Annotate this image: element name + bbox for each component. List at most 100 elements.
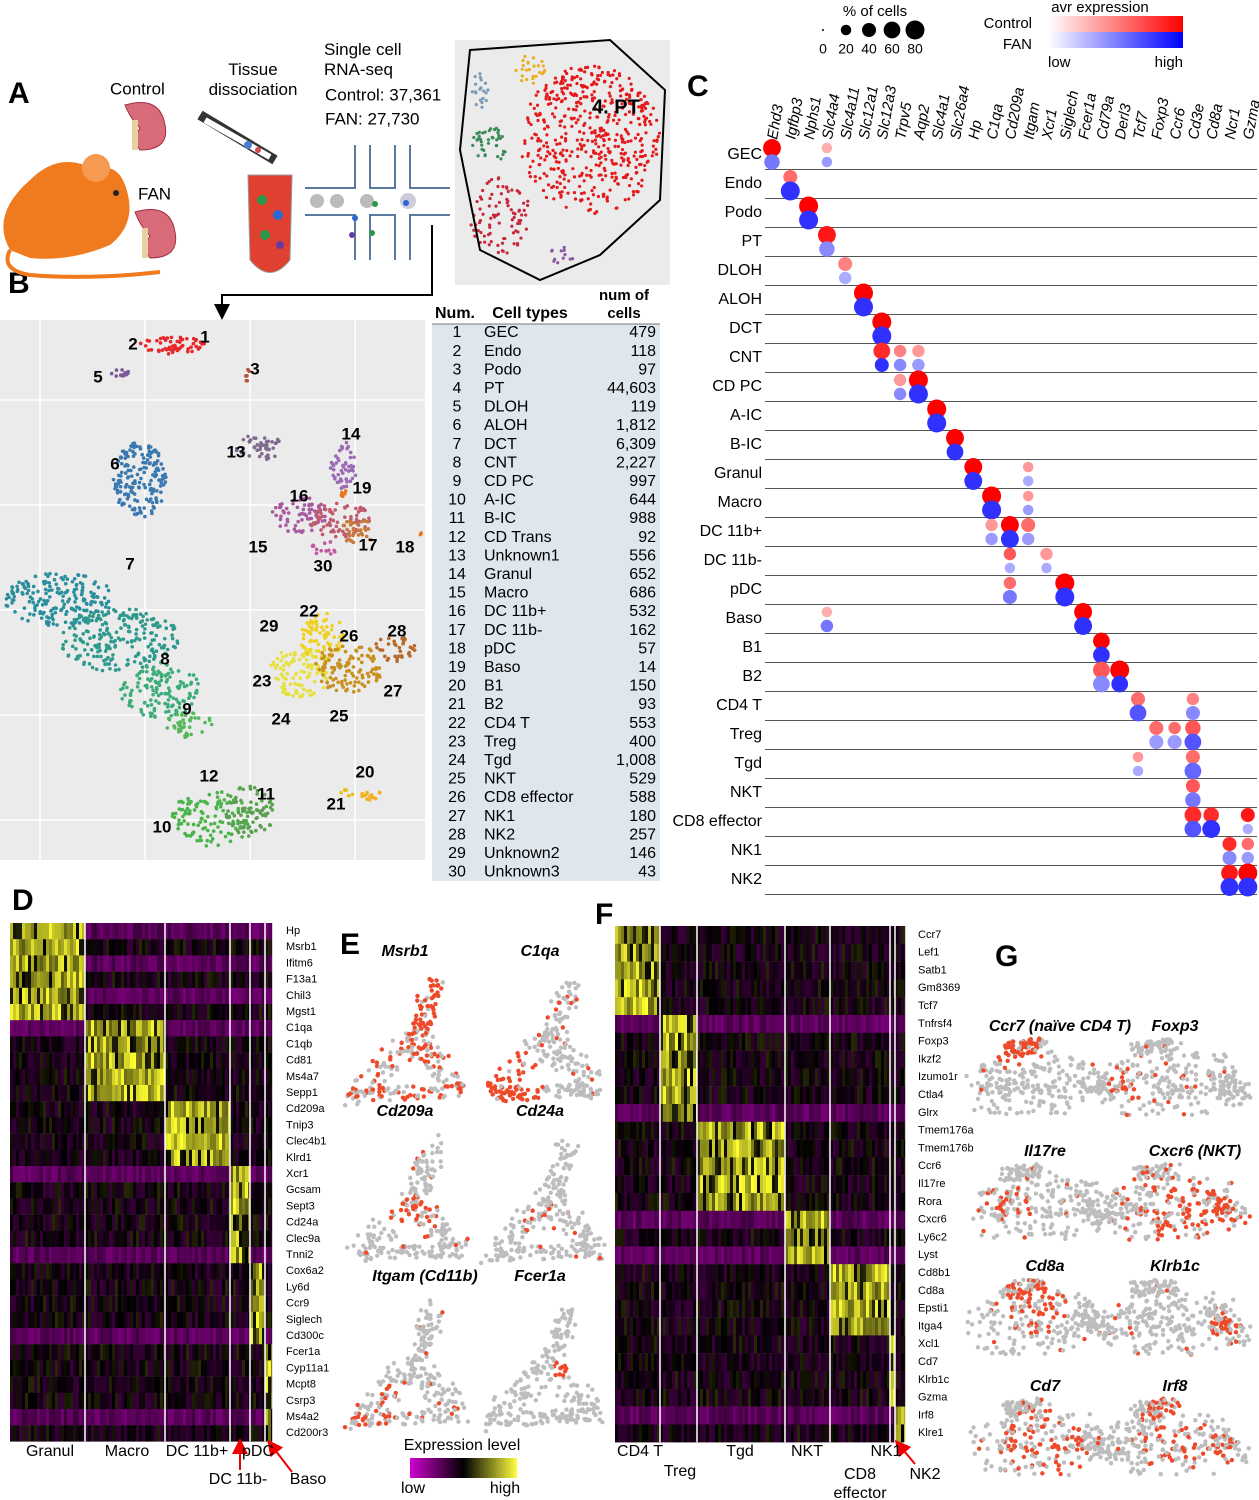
cell-point (74, 647, 78, 651)
cell-point (501, 153, 504, 156)
cell-point (551, 149, 554, 152)
cell-point (322, 656, 326, 660)
table-cell: 21 (448, 696, 466, 713)
heatmap-cell (46, 955, 49, 971)
heatmap-cell (127, 939, 130, 955)
cell-point (345, 539, 349, 543)
cell-point (285, 672, 289, 676)
cell-point (499, 157, 502, 160)
table-cell: DC 11b+ (484, 603, 546, 620)
cell-point (151, 473, 155, 477)
cell-point (119, 490, 123, 494)
cell-point (279, 659, 283, 663)
cell-point (104, 658, 108, 662)
cell-point (81, 588, 85, 592)
cell-point (543, 127, 546, 130)
cell-point (44, 592, 48, 596)
cell-point (27, 585, 31, 589)
cell-point (599, 173, 602, 176)
cell-point (64, 582, 68, 586)
cell-point (233, 814, 237, 818)
table-cell: 19 (448, 659, 466, 676)
cell-point (478, 135, 481, 138)
heatmap-cell (61, 955, 64, 971)
cell-point (345, 687, 349, 691)
cell-point (177, 818, 181, 822)
cell-point (153, 715, 157, 719)
cell-point (169, 340, 173, 344)
cell-point (554, 76, 557, 79)
table-cell: 400 (629, 733, 656, 750)
table-cell: 118 (630, 343, 656, 360)
cell-point (638, 123, 641, 126)
cell-point (314, 662, 318, 666)
cell-point (526, 118, 529, 121)
cell-point (284, 523, 288, 527)
cell-point (86, 642, 90, 646)
cell-point (104, 605, 108, 609)
cell-point (73, 600, 77, 604)
cell-point (195, 839, 199, 843)
cell-point (630, 177, 633, 180)
cell-point (603, 139, 606, 142)
cell-point (190, 350, 194, 354)
cell-point (130, 705, 134, 709)
cell-point (155, 489, 159, 493)
cell-point (229, 840, 233, 844)
heatmap-cell (118, 939, 121, 955)
cell-point (172, 696, 176, 700)
fan-dot (819, 241, 834, 256)
cell-point (127, 630, 131, 634)
heatmap-cell (79, 955, 82, 971)
cell-point (188, 725, 192, 729)
size-legend-label: 40 (861, 41, 877, 57)
heatmap-cell (64, 939, 67, 955)
cell-point (278, 524, 282, 528)
cell-point (111, 653, 115, 657)
cell-point (11, 586, 15, 590)
cell-point (525, 78, 528, 81)
cell-point (348, 479, 352, 483)
cell-point (603, 80, 606, 83)
cell-point (345, 528, 349, 532)
cell-point (223, 798, 227, 802)
cell-point (320, 680, 324, 684)
cell-point (341, 685, 345, 689)
cell-point (349, 468, 353, 472)
cell-point (302, 645, 306, 649)
cell-point (340, 447, 344, 451)
cell-point (163, 692, 167, 696)
cell-point (643, 164, 646, 167)
heatmap-cell (73, 955, 76, 971)
cell-point (149, 698, 153, 702)
cell-point (294, 524, 298, 528)
cell-point (237, 807, 241, 811)
cell-point (547, 183, 550, 186)
cell-point (95, 619, 99, 623)
cell-point (353, 684, 357, 688)
heatmap-cell (13, 939, 16, 955)
heatmap-cell (97, 923, 100, 939)
cell-point (181, 808, 185, 812)
cell-point (323, 666, 327, 670)
heatmap-cell (109, 923, 112, 939)
heatmap-cell (180, 939, 183, 955)
cell-point (349, 456, 353, 460)
cell-point (329, 466, 333, 470)
cell-point (84, 609, 88, 613)
heatmap-cell (210, 939, 213, 955)
heatmap-cell (145, 939, 148, 955)
table-cell: 6 (453, 417, 462, 434)
cell-point (622, 158, 625, 161)
cell-point (320, 515, 324, 519)
cell-point (543, 69, 546, 72)
cell-point (266, 453, 270, 457)
cell-point (177, 724, 181, 728)
cell-point (172, 724, 176, 728)
fan-dot (1238, 878, 1257, 897)
table-cell: 1,008 (616, 752, 656, 769)
cell-point (318, 668, 322, 672)
legend-label: high (1155, 54, 1183, 71)
cell-point (570, 125, 573, 128)
fan-dot (822, 157, 833, 168)
